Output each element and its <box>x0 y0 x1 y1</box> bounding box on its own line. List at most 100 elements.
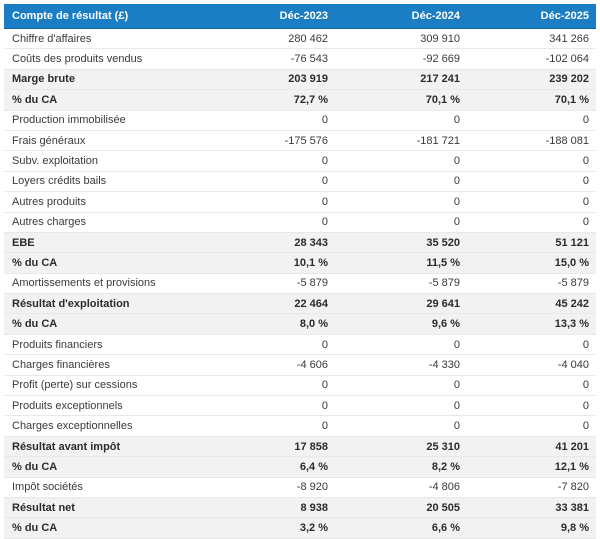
row-label: % du CA <box>4 517 204 539</box>
cell-value: -4 606 <box>204 354 335 376</box>
cell-value: -181 721 <box>335 130 467 152</box>
cell-value: 0 <box>467 110 596 131</box>
row-label: Résultat avant impôt <box>4 436 204 458</box>
cell-value: 0 <box>467 171 596 193</box>
row-label: % du CA <box>4 313 204 335</box>
table-row: Coûts des produits vendus -76 543 -92 669-… <box>4 48 596 70</box>
table-header-row: Compte de résultat (£) Déc-2023 Déc-2024… <box>4 4 596 29</box>
cell-value: -92 669 <box>335 48 467 70</box>
table-row: EBE 28 343 35 520 51 121 <box>4 232 596 254</box>
cell-value: 0 <box>204 415 335 437</box>
cell-value: 51 121 <box>467 232 596 254</box>
table-row: % du CA 6,4 % 8,2 % 12,1 % <box>4 456 596 478</box>
cell-value: 22 464 <box>204 293 335 315</box>
cell-value: -4 806 <box>335 477 467 498</box>
cell-value: 0 <box>204 334 335 356</box>
cell-value: 45 242 <box>467 293 596 315</box>
cell-value: 280 462 <box>204 28 335 50</box>
row-label: Charges exceptionnelles <box>4 415 204 437</box>
cell-value: 0 <box>335 395 467 417</box>
row-label: Charges financières <box>4 354 204 376</box>
cell-value: 0 <box>204 171 335 193</box>
cell-value: -5 879 <box>335 273 467 295</box>
cell-value: 8,2 % <box>335 456 467 478</box>
table-row: Marge brute 203 919 217 241 239 202 <box>4 69 596 91</box>
row-label: Marge brute <box>4 69 204 91</box>
table-row: Charges exceptionnelles 0 0 0 <box>4 415 596 437</box>
table-row: Autres charges 0 0 0 <box>4 212 596 233</box>
cell-value: -188 081 <box>467 130 596 152</box>
cell-value: -76 543 <box>204 48 335 70</box>
row-label: Coûts des produits vendus <box>4 48 204 70</box>
cell-value: -4 330 <box>335 354 467 376</box>
row-label: Produits exceptionnels <box>4 395 204 417</box>
row-label: Profit (perte) sur cessions <box>4 375 204 397</box>
cell-value: 341 266 <box>467 28 596 50</box>
cell-value: -175 576 <box>204 130 335 152</box>
cell-value: 0 <box>335 191 467 213</box>
table-row: Charges financières -4 606 -4 330 -4 040 <box>4 354 596 376</box>
cell-value: 0 <box>204 150 335 172</box>
cell-value: 0 <box>204 191 335 213</box>
cell-value: 3,2 % <box>204 517 335 539</box>
cell-value: 28 343 <box>204 232 335 254</box>
row-label: % du CA <box>4 89 204 111</box>
row-label: Autres charges <box>4 212 204 233</box>
cell-value: 0 <box>204 395 335 417</box>
cell-value: 309 910 <box>335 28 467 50</box>
row-label: Chiffre d'affaires <box>4 28 204 50</box>
table-row: Production immobilisée 0 0 0 <box>4 110 596 131</box>
row-label: % du CA <box>4 456 204 478</box>
table-row: % du CA 72,7 % 70,1 % 70,1 % <box>4 89 596 111</box>
cell-value: 0 <box>335 171 467 193</box>
table-body: Chiffre d'affaires 280 462 309 910 341 266 C… <box>4 28 596 539</box>
column-header-dec-2024: Déc-2024 <box>335 4 467 29</box>
table-row: % du CA 8,0 % 9,6 % 13,3 % <box>4 313 596 335</box>
row-label: Subv. exploitation <box>4 150 204 172</box>
cell-value: 12,1 % <box>467 456 596 478</box>
table-row: Chiffre d'affaires 280 462 309 910 341 266 <box>4 28 596 50</box>
cell-value: 8,0 % <box>204 313 335 335</box>
table-row: Produits exceptionnels 0 0 0 <box>4 395 596 417</box>
table-row: Résultat avant impôt 17 858 25 310 41 201 <box>4 436 596 458</box>
cell-value: 13,3 % <box>467 313 596 335</box>
cell-value: 0 <box>204 110 335 131</box>
column-header-dec-2023: Déc-2023 <box>204 4 335 29</box>
table-row: Résultat d'exploitation 22 464 29 641 45 24… <box>4 293 596 315</box>
income-statement-table: Compte de résultat (£) Déc-2023 Déc-2024… <box>4 4 596 539</box>
cell-value: 0 <box>335 334 467 356</box>
row-label: Production immobilisée <box>4 110 204 131</box>
row-label: EBE <box>4 232 204 254</box>
cell-value: 35 520 <box>335 232 467 254</box>
table-row: Loyers crédits bails 0 0 0 <box>4 171 596 193</box>
cell-value: 203 919 <box>204 69 335 91</box>
cell-value: 72,7 % <box>204 89 335 111</box>
cell-value: 17 858 <box>204 436 335 458</box>
cell-value: 70,1 % <box>335 89 467 111</box>
table-row: Frais généraux -175 576 -181 721 -188 081 <box>4 130 596 152</box>
cell-value: -5 879 <box>467 273 596 295</box>
row-label: Loyers crédits bails <box>4 171 204 193</box>
cell-value: 15,0 % <box>467 252 596 274</box>
table-row: Subv. exploitation 0 0 0 <box>4 150 596 172</box>
cell-value: 0 <box>335 150 467 172</box>
cell-value: 33 381 <box>467 497 596 519</box>
cell-value: 41 201 <box>467 436 596 458</box>
cell-value: 29 641 <box>335 293 467 315</box>
table-title: Compte de résultat (£) <box>4 4 204 29</box>
cell-value: 11,5 % <box>335 252 467 274</box>
cell-value: 6,6 % <box>335 517 467 539</box>
cell-value: 0 <box>467 395 596 417</box>
cell-value: -5 879 <box>204 273 335 295</box>
cell-value: 0 <box>335 212 467 233</box>
table-row: Autres produits 0 0 0 <box>4 191 596 213</box>
row-label: Autres produits <box>4 191 204 213</box>
table-row: % du CA 3,2 % 6,6 % 9,8 % <box>4 517 596 539</box>
cell-value: 0 <box>467 212 596 233</box>
table-row: Impôt sociétés -8 920 -4 806 -7 820 <box>4 477 596 498</box>
cell-value: 0 <box>335 110 467 131</box>
cell-value: 25 310 <box>335 436 467 458</box>
row-label: Résultat net <box>4 497 204 519</box>
column-header-dec-2025: Déc-2025 <box>467 4 596 29</box>
